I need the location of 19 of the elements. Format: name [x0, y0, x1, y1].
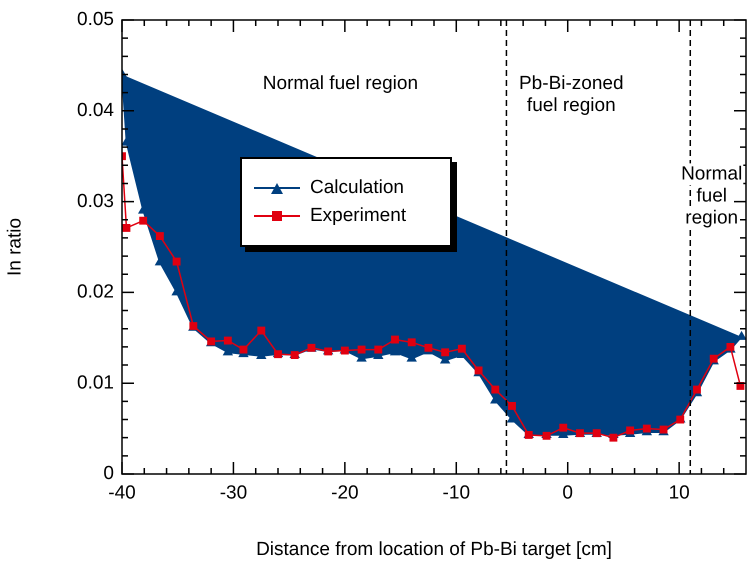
x-tick-label: -20 [331, 482, 359, 504]
x-axis-title: Distance from location of Pb-Bi target [cm] [256, 538, 612, 560]
annotation: Pb-Bi-zoned fuel region [519, 72, 624, 116]
annotation: Normal fuel region [681, 164, 742, 229]
annotation: Normal fuel region [262, 72, 418, 94]
x-tick-label: 0 [562, 482, 574, 504]
x-tick-label: 10 [668, 482, 690, 504]
y-tick-label: 0.05 [77, 9, 114, 30]
x-tick-label: -10 [442, 482, 470, 504]
x-tick-label: -40 [108, 482, 136, 504]
legend-label: Calculation [310, 177, 404, 199]
legend-label: Experiment [310, 205, 406, 227]
y-tick-label: 0.04 [77, 100, 114, 122]
y-tick-label: 0.01 [77, 372, 114, 394]
y-tick-label: 0.02 [77, 282, 114, 303]
y-axis-title: In ratio [4, 218, 26, 276]
x-tick-label: -30 [220, 482, 248, 504]
y-tick-label: 0.03 [77, 190, 114, 212]
y-tick-label: 0 [103, 463, 114, 484]
